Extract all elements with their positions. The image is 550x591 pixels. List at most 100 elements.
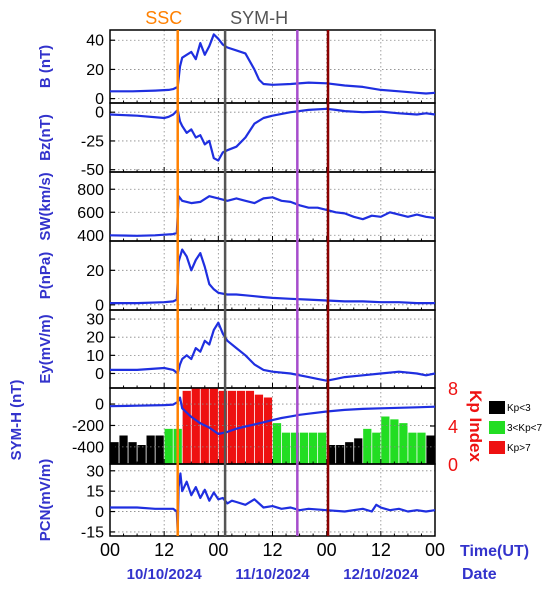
kp-bar [218,390,227,464]
event-lines-layer: SSC SYM-H [145,8,330,536]
kp-bar [191,388,200,464]
kp-tick-label: 0 [448,455,458,475]
x-tick-label: 00 [100,540,120,560]
y-tick-label: -400 [72,439,104,456]
kp-bar [137,445,146,464]
y-tick-label: -15 [81,524,104,541]
y-tick-label: -25 [81,133,104,150]
kp-tick-label: 4 [448,417,458,437]
kp-bar [318,432,327,464]
kp-legend-swatch [489,441,505,454]
x-tick-label: 00 [425,540,445,560]
y-tick-label: 0 [95,91,104,108]
kp-bar [372,432,381,464]
kp-bar [426,435,435,464]
y-tick-label: 30 [86,312,104,329]
y-tick-label: 20 [86,62,104,79]
kp-legend-label: Kp>7 [507,443,531,454]
panel-frame [109,102,436,173]
kp-bar [399,423,408,464]
x-tick-label: 00 [317,540,337,560]
y-tick-label: 10 [86,348,104,365]
y-tick-label: 0 [95,105,104,122]
y-axis-label: SYM-H (nT) [8,380,25,461]
y-tick-label: 20 [86,330,104,347]
y-tick-label: -200 [72,418,104,435]
panel-1: 0 20 40 B (nT) [37,29,436,108]
y-tick-label: 800 [77,182,104,199]
panel-3: 400 600 800 SW(km/s) [37,171,436,245]
x-axis-label: Time(UT) [460,543,529,560]
data-series-line [110,33,436,95]
kp-legend-label: 3<Kp<7 [507,423,542,434]
panel-frame [109,240,436,311]
y-axis-label: Bz(nT) [37,114,54,161]
y-axis-label: B (nT) [37,45,54,88]
event-label: SSC [145,8,182,28]
kp-bar [281,432,291,464]
kp-bar [164,428,173,464]
x-tick-label: 12 [154,540,174,560]
y-tick-label: 40 [86,33,104,50]
kp-bar [336,445,345,464]
kp-legend-label: Kp<3 [507,403,531,414]
kp-bar [263,397,273,464]
kp-bar [110,442,119,464]
y-tick-label: 20 [86,263,104,280]
kp-bar [299,432,309,464]
y-tick-label: 0 [95,297,104,314]
kp-bar [408,432,417,464]
kp-bar [327,445,336,464]
y-tick-label: 0 [95,504,104,521]
kp-bar [245,390,255,464]
x-date-axis-label: Date [462,566,497,583]
kp-bar [209,388,218,464]
kp-bar [254,394,264,464]
x-date-label: 10/10/2024 [127,566,203,583]
kp-bar [390,419,399,464]
y-axis-label: P(nPa) [37,252,54,300]
kp-bar [309,432,318,464]
panel-frame [109,171,436,242]
y-axis-label: PCN(mV/m) [37,459,54,542]
kp-legend-swatch [489,401,505,414]
panel-frame [109,309,436,389]
x-tick-label: 12 [262,540,282,560]
x-axis: 00 12 00 12 00 12 00 10/10/2024 11/10/2024 12/10/… [100,540,529,583]
data-series-line [110,321,436,382]
panel-7: 30 15 0 -15 PCN(mV/m) [37,459,436,542]
kp-bar [272,423,282,464]
y-tick-label: 600 [77,205,104,222]
data-series-line [110,472,436,534]
y-axis-label: SW(km/s) [37,172,54,240]
x-date-label: 11/10/2024 [235,566,310,583]
kp-bar [128,442,137,464]
x-date-label: 12/10/2024 [343,566,419,583]
y-tick-label: -50 [81,162,104,179]
y-tick-label: 15 [86,484,104,501]
kp-bar [417,432,426,464]
panel-4: 0 20 P(nPa) [37,240,436,314]
y-tick-label: 30 [86,463,104,480]
kp-bar [146,435,155,464]
kp-bar [345,442,354,464]
kp-bar [354,438,363,464]
x-tick-label: 00 [208,540,228,560]
kp-bar [182,390,191,464]
kp-bar [290,432,300,464]
data-series-line [109,107,436,162]
kp-tick-label: 8 [448,379,458,399]
y-tick-label: 0 [95,397,104,414]
kp-bar [119,435,128,464]
panel-6: 0 -200 -400 SYM-H (nT) 0 4 8 Kp Index Kp<3 3<Kp<7… [8,379,542,475]
kp-bar [227,390,236,464]
y-axis-label: Ey(mV/m) [37,314,54,383]
y-tick-label: 400 [77,228,104,245]
kp-bar [363,428,372,464]
y-tick-label: 0 [95,366,104,383]
event-label: SYM-H [230,8,288,28]
panel-2: 0 -25 -50 Bz(nT) [37,102,436,179]
